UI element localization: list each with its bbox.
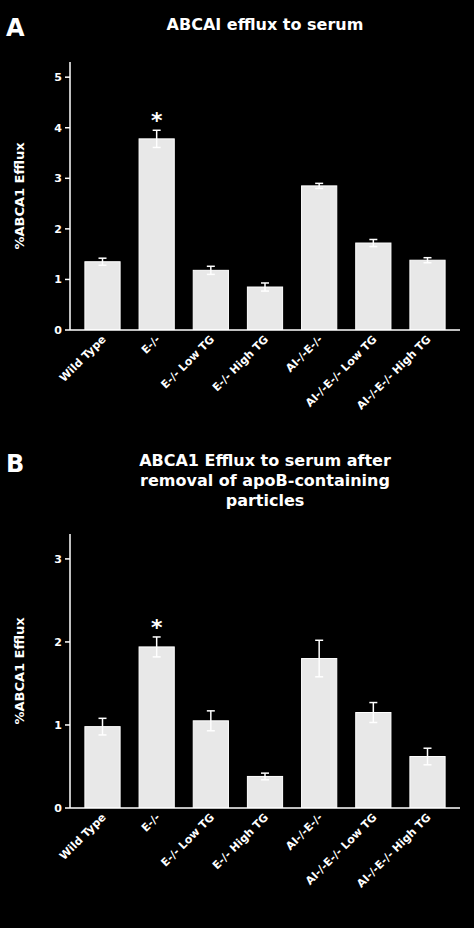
panel: ABCA1 Efflux to serum afterremoval of ap…: [6, 450, 460, 890]
y-tick-label: 0: [54, 802, 62, 815]
title: ABCAI efflux to serum: [167, 15, 364, 34]
x-axis-line: [70, 329, 460, 331]
x-tick-label: AI-/-E-/-: [283, 333, 325, 375]
error-bar: [315, 640, 323, 677]
x-tick-label: AI-/-E-/- High TG: [354, 333, 433, 412]
y-tick: [65, 329, 70, 331]
error-bar: [207, 711, 215, 731]
y-tick: [65, 558, 70, 560]
bar: [302, 186, 337, 330]
bar: [139, 647, 174, 808]
error-bar: [99, 718, 107, 735]
y-axis-line: [69, 534, 71, 808]
background: [0, 0, 474, 928]
y-tick: [65, 228, 70, 230]
y-tick-label: 1: [54, 719, 62, 732]
error-bar: [99, 258, 107, 265]
x-tick-label: E-/-: [139, 811, 163, 835]
y-tick-label: 3: [54, 172, 62, 185]
y-tick-label: 2: [54, 223, 62, 236]
error-bar: [424, 258, 432, 263]
chart-root: ABCAI efflux to serum A * 0 1 2 3 4 5 Wild Type E-…: [0, 0, 474, 928]
y-tick: [65, 127, 70, 129]
y-tick-label: 0: [54, 324, 62, 337]
y-tick-label: 3: [54, 553, 62, 566]
bars: [85, 130, 445, 330]
bar: [410, 757, 445, 808]
y-tick: [65, 76, 70, 78]
panel-label: B: [6, 450, 24, 478]
error-bar: [369, 239, 377, 246]
x-tick-label: Wild Type: [57, 333, 109, 385]
panel-label: A: [6, 14, 25, 42]
y-tick: [65, 279, 70, 281]
x-tick-label: E-/- High TG: [210, 811, 271, 872]
bar: [302, 659, 337, 808]
bar: [85, 262, 120, 330]
y-tick: [65, 807, 70, 809]
x-tick-label: Wild Type: [57, 811, 109, 863]
error-bar: [369, 703, 377, 723]
y-axis-line: [69, 62, 71, 330]
bar: [193, 270, 228, 330]
annotation: *: [151, 108, 163, 133]
bar: [139, 139, 174, 330]
x-tick-label: E-/- Low TG: [159, 333, 217, 391]
error-bar: [315, 183, 323, 188]
x-tick-label: AI-/-E-/-: [283, 811, 325, 853]
x-tick-label: E-/- Low TG: [159, 811, 217, 869]
panel: ABCAI efflux to serum A * 0 1 2 3 4 5 Wild Type E-…: [6, 14, 460, 412]
y-tick-label: 1: [54, 273, 62, 286]
x-axis-line: [70, 807, 460, 809]
annotation: *: [151, 615, 163, 640]
y-axis-label: %ABCA1 Efflux: [12, 142, 27, 250]
bar: [193, 721, 228, 808]
y-axis-label: %ABCA1 Efflux: [12, 617, 27, 725]
x-tick-label: AI-/-E-/- High TG: [354, 811, 433, 890]
bars: [85, 637, 445, 808]
x-tick-label: E-/- High TG: [210, 333, 271, 394]
y-tick-label: 2: [54, 636, 62, 649]
error-bar: [261, 773, 269, 780]
y-tick-label: 5: [54, 71, 62, 84]
y-tick: [65, 641, 70, 643]
bar: [356, 713, 391, 808]
bar: [247, 776, 282, 808]
error-bar: [261, 283, 269, 291]
error-bar: [424, 748, 432, 765]
bar: [356, 243, 391, 330]
y-tick: [65, 724, 70, 726]
error-bar: [207, 266, 215, 274]
bar: [85, 727, 120, 808]
bar: [410, 260, 445, 330]
x-tick-label: E-/-: [139, 333, 163, 357]
title: ABCA1 Efflux to serum afterremoval of ap…: [139, 451, 391, 510]
y-tick: [65, 178, 70, 180]
y-tick-label: 4: [54, 122, 62, 135]
bar: [247, 287, 282, 330]
